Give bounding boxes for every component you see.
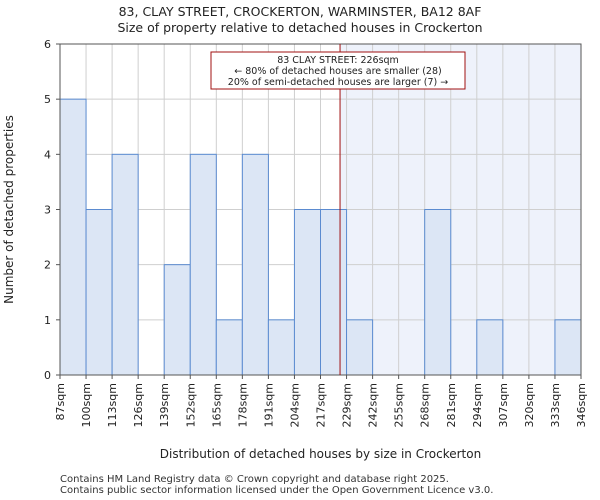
x-tick-label-139sqm: 139sqm — [158, 383, 171, 427]
y-tick-label: 2 — [44, 259, 51, 272]
bar-229sqm — [346, 319, 374, 376]
x-axis-ticks: 87sqm 100sqm 113sqm 126sqm 139sqm 152sqm 165sq… — [54, 375, 588, 427]
bar-191sqm — [267, 319, 295, 376]
x-tick-label-152sqm: 152sqm — [184, 383, 197, 427]
bar-139sqm — [163, 264, 191, 376]
footer-copyright: Contains HM Land Registry data © Crown c… — [60, 474, 449, 485]
x-axis-label: Distribution of detached houses by size … — [160, 447, 481, 461]
footer-licence: Contains public sector information licen… — [60, 485, 494, 496]
bars — [59, 98, 582, 376]
annotation-line-1: 83 CLAY STREET: 226sqm — [277, 55, 399, 66]
x-tick-label-113sqm: 113sqm — [106, 383, 119, 427]
x-tick-label-268sqm: 268sqm — [419, 383, 432, 427]
chart-subtitle: Size of property relative to detached ho… — [117, 20, 483, 35]
x-tick-label-165sqm: 165sqm — [210, 383, 223, 427]
x-tick-label-191sqm: 191sqm — [262, 383, 275, 427]
x-tick-label-229sqm: 229sqm — [341, 383, 354, 427]
y-tick-label: 4 — [44, 148, 51, 161]
property-annotation: 83 CLAY STREET: 226sqm ← 80% of detached… — [210, 51, 466, 90]
x-tick-label-281sqm: 281sqm — [445, 383, 458, 427]
annotation-line-2: ← 80% of detached houses are smaller (28… — [234, 66, 441, 77]
bar-113sqm — [111, 153, 139, 376]
x-tick-label-320sqm: 320sqm — [523, 383, 536, 427]
bar-294sqm — [476, 319, 504, 376]
x-tick-label-346sqm: 346sqm — [575, 383, 588, 427]
x-tick-label-178sqm: 178sqm — [236, 383, 249, 427]
bar-333sqm — [554, 319, 582, 376]
bar-100sqm — [85, 209, 113, 376]
x-tick-label-126sqm: 126sqm — [132, 383, 145, 427]
bar-204sqm — [293, 209, 322, 376]
bar-178sqm — [241, 153, 269, 376]
y-axis-label: Number of detached properties — [2, 115, 16, 304]
y-tick-label: 1 — [44, 314, 51, 327]
bar-165sqm — [215, 319, 243, 376]
y-tick-label: 6 — [44, 38, 51, 51]
y-tick-label: 3 — [44, 204, 51, 217]
x-tick-label-87sqm: 87sqm — [54, 383, 67, 420]
chart-title: 83, CLAY STREET, CROCKERTON, WARMINSTER,… — [118, 4, 482, 19]
y-axis-ticks: 0 1 2 3 4 5 6 — [44, 38, 60, 382]
annotation-line-3: 20% of semi-detached houses are larger (… — [228, 77, 448, 88]
x-tick-label-255sqm: 255sqm — [393, 383, 406, 427]
bar-152sqm — [189, 153, 217, 376]
x-tick-label-242sqm: 242sqm — [367, 383, 380, 427]
x-tick-label-307sqm: 307sqm — [497, 383, 510, 427]
bar-217sqm — [320, 209, 348, 376]
x-tick-label-333sqm: 333sqm — [549, 383, 562, 427]
x-tick-label-204sqm: 204sqm — [288, 383, 301, 427]
bar-87sqm — [59, 98, 87, 376]
annotation-box — [210, 51, 466, 90]
x-tick-label-294sqm: 294sqm — [471, 383, 484, 427]
y-tick-label: 0 — [44, 369, 51, 382]
y-tick-label: 5 — [44, 93, 51, 106]
x-tick-label-100sqm: 100sqm — [80, 383, 93, 427]
bar-268sqm — [424, 209, 452, 376]
x-tick-label-217sqm: 217sqm — [315, 383, 328, 427]
